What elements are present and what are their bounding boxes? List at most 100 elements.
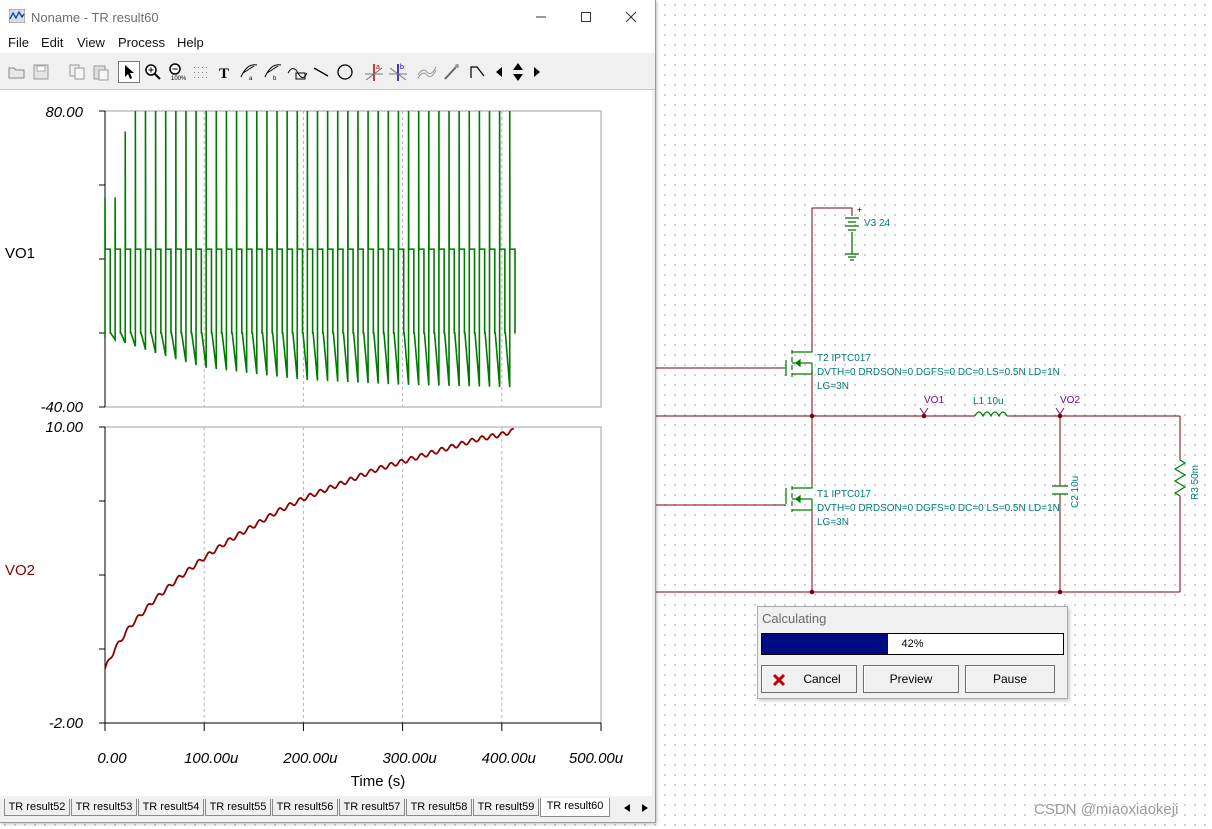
- zoom-fit-button[interactable]: 100%: [166, 61, 188, 83]
- marker-a-icon: a: [240, 64, 258, 81]
- step-button[interactable]: [466, 61, 488, 83]
- x-axis-label: Time (s): [351, 773, 405, 790]
- tab-tr-result55[interactable]: TR result55: [205, 799, 271, 816]
- vo1-node-label: VO1: [924, 395, 945, 406]
- line-icon: [313, 67, 329, 77]
- preview-button[interactable]: Preview: [863, 665, 959, 693]
- vo1-series-line: [104, 110, 516, 388]
- circle-button[interactable]: [334, 61, 356, 83]
- x-tick-label: 200.00u: [282, 750, 338, 767]
- t1-params-label: DVTH=0 DRDSON=0 DGFS=0 DC=0 LS=0.5N LD=1…: [817, 503, 1060, 514]
- tab-tr-result56[interactable]: TR result56: [272, 799, 338, 816]
- minimize-button[interactable]: [518, 0, 563, 33]
- scroll-updown-button[interactable]: [508, 61, 528, 83]
- x-tick-label: 300.00u: [382, 750, 437, 767]
- paste-button[interactable]: [90, 61, 112, 83]
- t1-lg-label: LG=3N: [817, 517, 849, 528]
- result-tabs: TR result52 TR result53 TR result54 TR resu…: [0, 797, 655, 819]
- tab-tr-result53[interactable]: TR result53: [71, 799, 137, 816]
- chevron-left-icon: [624, 804, 630, 812]
- zoom-in-button[interactable]: [142, 61, 164, 83]
- grid-button[interactable]: [190, 61, 212, 83]
- cursor-b-button[interactable]: b: [387, 61, 409, 83]
- wave-button[interactable]: [416, 61, 438, 83]
- cursor-b-icon: b: [389, 64, 407, 81]
- cancel-button[interactable]: Cancel: [761, 665, 857, 693]
- line-button[interactable]: [310, 61, 332, 83]
- x-tick-label: 400.00u: [482, 750, 537, 767]
- save-icon: [33, 64, 49, 80]
- close-button[interactable]: [608, 0, 653, 33]
- svg-text:T: T: [219, 66, 229, 81]
- progress-fill: [762, 634, 889, 654]
- title-bar[interactable]: Noname - TR result60: [0, 0, 655, 33]
- plot-area[interactable]: 80.00 -40.00 VO1 10.00 -2.00 VO2 0.00 100.00u 2…: [0, 90, 652, 796]
- menu-edit[interactable]: Edit: [41, 35, 64, 50]
- x-tick-label: 0.00: [97, 750, 127, 767]
- tab-tr-result58[interactable]: TR result58: [406, 799, 472, 816]
- svg-text:a: a: [249, 76, 253, 81]
- pointer-icon: [125, 65, 134, 79]
- menu-view[interactable]: View: [77, 35, 105, 50]
- t1-name-label: T1 IPTC017: [817, 489, 871, 500]
- t2-name-label: T2 IPTC017: [817, 353, 871, 364]
- marker-a-button[interactable]: a: [238, 61, 260, 83]
- dialog-title: Calculating: [762, 611, 827, 626]
- scroll-left-icon: [496, 67, 502, 77]
- x-tick-label: 100.00u: [184, 750, 239, 767]
- vo2-chart: 10.00 -2.00 VO2 0.00 100.00u 200.00u 300.00u 40…: [5, 419, 624, 790]
- window-title: Noname - TR result60: [31, 10, 159, 25]
- maximize-icon: [580, 11, 591, 22]
- open-icon: [8, 67, 25, 79]
- tab-tr-result57[interactable]: TR result57: [339, 799, 405, 816]
- open-button[interactable]: [6, 61, 28, 83]
- svg-text:a: a: [376, 64, 380, 71]
- probe-button[interactable]: [440, 61, 462, 83]
- cancel-x-icon: [772, 673, 786, 687]
- vo1-ymin-label: -40.00: [40, 399, 83, 416]
- scroll-right-button[interactable]: [530, 61, 544, 83]
- c2-label: C2 10u: [1070, 475, 1081, 508]
- tab-scroll-right-button[interactable]: [638, 800, 652, 816]
- l1-label: L1 10u: [973, 396, 1004, 407]
- vo2-series-line: [104, 428, 515, 669]
- save-button[interactable]: [30, 61, 52, 83]
- marker-b-icon: b: [264, 64, 282, 81]
- tab-tr-result60[interactable]: TR result60: [540, 798, 610, 817]
- tab-tr-result54[interactable]: TR result54: [138, 799, 204, 816]
- probe-icon: [444, 64, 459, 80]
- calculating-dialog[interactable]: Calculating 42% Cancel Preview Pause: [757, 606, 1068, 699]
- vo2-node-label: VO2: [1060, 395, 1081, 406]
- circle-icon: [337, 64, 353, 80]
- vo2-frame: [104, 426, 602, 724]
- progress-bar: 42%: [761, 633, 1064, 655]
- pause-button[interactable]: Pause: [965, 665, 1055, 693]
- vo1-axis-label: VO1: [5, 245, 35, 262]
- pointer-button[interactable]: [118, 61, 140, 83]
- scroll-left-button[interactable]: [492, 61, 506, 83]
- result-window[interactable]: Noname - TR result60 File Edit View Proc…: [0, 0, 656, 823]
- cursor-a-button[interactable]: a: [363, 61, 385, 83]
- marker-b-button[interactable]: b: [262, 61, 284, 83]
- menu-help[interactable]: Help: [177, 35, 204, 50]
- tab-tr-result52[interactable]: TR result52: [4, 799, 70, 816]
- toolbar: 100% T a b a b: [0, 57, 655, 90]
- copy-button[interactable]: [66, 61, 88, 83]
- chevron-right-icon: [642, 804, 648, 812]
- close-icon: [625, 11, 636, 22]
- menu-file[interactable]: File: [8, 35, 29, 50]
- tab-scroll-left-button[interactable]: [620, 800, 634, 816]
- text-button[interactable]: T: [214, 61, 236, 83]
- step-icon: [470, 66, 485, 78]
- menu-process[interactable]: Process: [118, 35, 165, 50]
- curve-button[interactable]: [286, 61, 308, 83]
- copy-icon: [69, 64, 85, 80]
- maximize-button[interactable]: [563, 0, 608, 33]
- cancel-label: Cancel: [803, 672, 841, 686]
- tab-tr-result59[interactable]: TR result59: [473, 799, 539, 816]
- t2-params-label: DVTH=0 DRDSON=0 DGFS=0 DC=0 LS=0.5N LD=1…: [817, 367, 1060, 378]
- waveform-plots[interactable]: 80.00 -40.00 VO1 10.00 -2.00 VO2 0.00 100.00u 2…: [0, 90, 652, 796]
- vo1-ymax-label: 80.00: [45, 104, 83, 121]
- pause-label: Pause: [992, 672, 1028, 686]
